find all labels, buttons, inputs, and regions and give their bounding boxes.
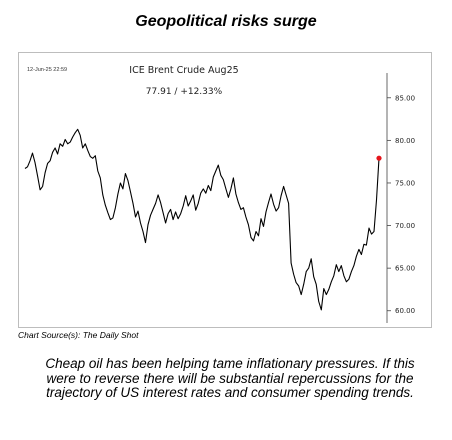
chart-title: ICE Brent Crude Aug25: [129, 65, 239, 76]
y-tick-label: 75.00: [395, 179, 415, 187]
headline: Geopolitical risks surge: [135, 13, 317, 30]
price-line: [24, 128, 380, 311]
chart-frame: 12-Jun-25 22:59 ICE Brent Crude Aug25 77…: [18, 52, 432, 328]
price-chart: 85.00 80.00 75.00 70.00 65.00 60.00: [24, 73, 415, 323]
y-tick-label: 80.00: [395, 137, 415, 145]
chart-value-label: 77.91 / +12.33%: [145, 87, 223, 97]
last-price-marker: [376, 155, 382, 161]
y-tick-label: 70.00: [395, 222, 415, 230]
chart-timestamp: 12-Jun-25 22:59: [27, 67, 68, 73]
caption: Cheap oil has been helping tame inflatio…: [45, 356, 415, 400]
chart-source: Chart Source(s): The Daily Shot: [18, 330, 139, 340]
y-tick-label: 65.00: [395, 265, 415, 273]
y-tick-label: 60.00: [395, 307, 415, 315]
y-tick-label: 85.00: [395, 94, 415, 102]
